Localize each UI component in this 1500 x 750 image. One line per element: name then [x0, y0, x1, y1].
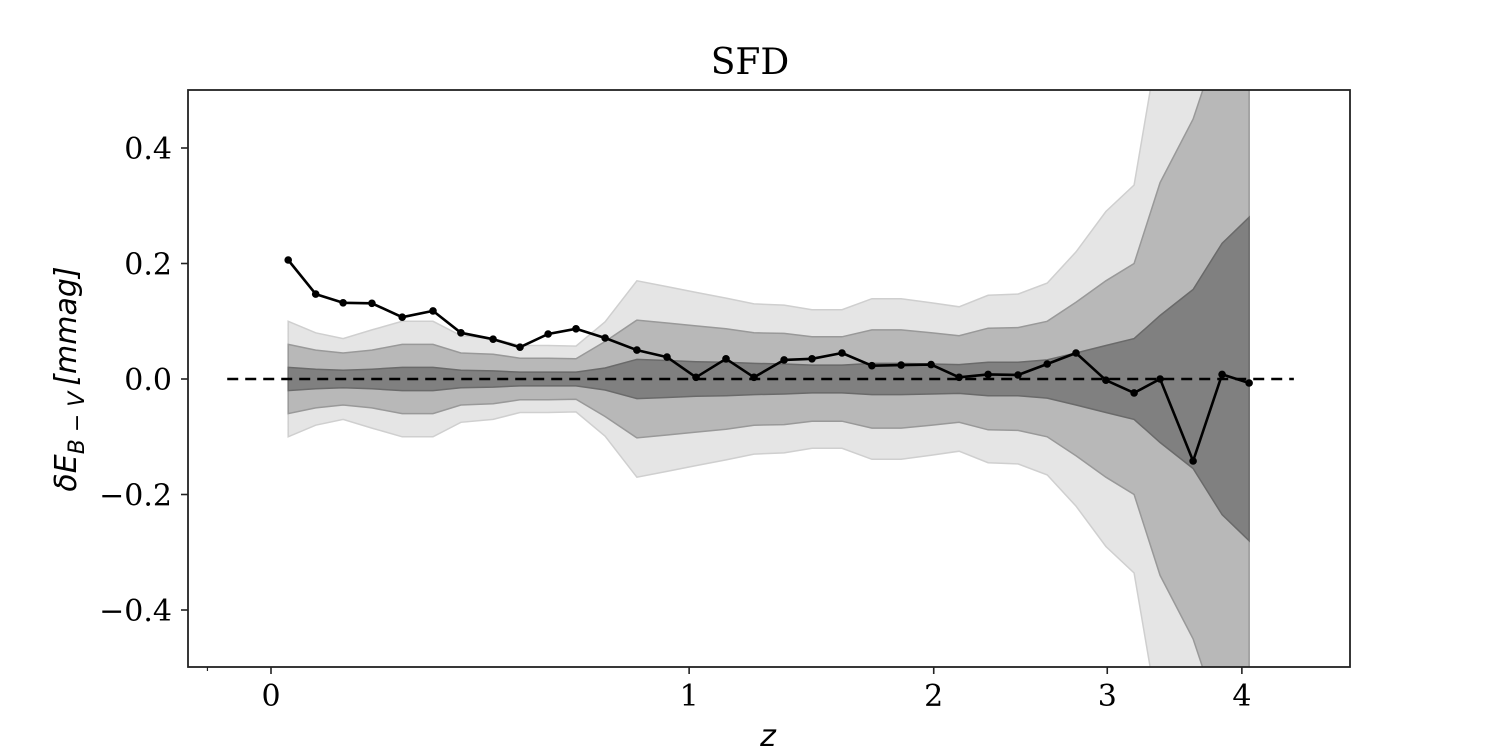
y-axis-label: δEB − V [mmag]	[49, 266, 90, 491]
data-point	[633, 346, 641, 354]
x-tick-label: 0	[261, 679, 280, 714]
data-point	[692, 373, 700, 382]
data-point	[1072, 349, 1080, 357]
data-point	[284, 256, 293, 264]
data-point	[544, 330, 552, 338]
data-point	[955, 373, 963, 382]
y-axis-ticks: 0.4 0.2 0.0 −0.2 −0.4	[99, 132, 188, 629]
data-point	[722, 355, 730, 363]
y-tick-label: −0.2	[99, 479, 172, 514]
data-point	[1245, 379, 1253, 387]
data-point	[516, 343, 524, 352]
data-point	[1130, 389, 1138, 397]
y-tick-label: 0.0	[124, 363, 172, 398]
data-point	[1043, 360, 1051, 368]
data-point	[1156, 375, 1164, 383]
y-axis-label-symbol: δ	[49, 473, 84, 491]
x-tick-label: 2	[924, 679, 943, 714]
data-point	[489, 335, 497, 344]
data-point	[897, 361, 905, 369]
data-series	[284, 256, 1253, 465]
data-point	[984, 370, 992, 379]
x-tick-label: 4	[1232, 679, 1251, 714]
data-point	[1014, 371, 1022, 379]
data-point	[663, 353, 671, 361]
data-point	[838, 349, 846, 357]
data-point	[780, 356, 788, 364]
svg-text:δEB − V[mmag]: δEB − V [mmag]	[49, 266, 90, 491]
y-tick-label: −0.4	[99, 594, 172, 629]
data-point	[927, 360, 935, 369]
data-point	[1218, 370, 1226, 379]
data-point	[808, 355, 816, 363]
y-axis-label-subscript: B − V	[65, 390, 90, 455]
data-point	[339, 299, 347, 307]
data-point	[601, 334, 609, 342]
data-point	[750, 373, 758, 382]
y-tick-label: 0.2	[124, 248, 172, 283]
data-point	[868, 361, 876, 370]
x-axis-label: z	[759, 719, 777, 750]
x-tick-label: 3	[1098, 679, 1117, 714]
confidence-bands	[287, 90, 1250, 667]
data-point	[572, 325, 580, 333]
x-tick-label: 1	[680, 679, 699, 714]
y-axis-label-var: E	[49, 454, 84, 473]
data-point	[1189, 457, 1197, 465]
data-point	[311, 290, 320, 298]
chart-title: SFD	[711, 42, 790, 83]
data-point	[457, 329, 465, 337]
data-point	[1102, 376, 1110, 385]
series-line	[287, 259, 1250, 463]
data-point	[398, 313, 407, 322]
y-tick-label: 0.4	[124, 132, 172, 167]
data-point	[429, 307, 437, 315]
x-axis-ticks: 0 1 2 3 4	[206, 667, 1251, 714]
y-axis-label-unit: [mmag]	[49, 266, 84, 385]
data-point	[368, 299, 376, 308]
